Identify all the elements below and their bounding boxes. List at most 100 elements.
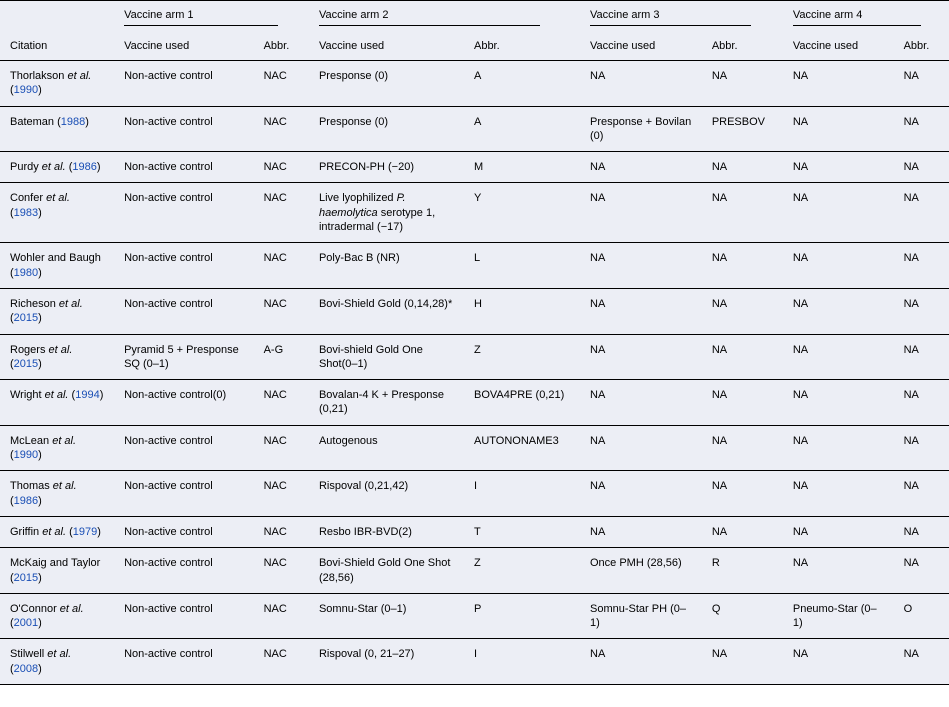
- citation-year-link[interactable]: 1990: [14, 449, 38, 461]
- citation-year-link[interactable]: 2015: [14, 572, 38, 584]
- abbr-4: NA: [894, 61, 949, 107]
- abbr-3: PRESBOV: [702, 106, 783, 152]
- abbr-1: NAC: [254, 425, 309, 471]
- citation-year-link[interactable]: 1990: [14, 84, 38, 96]
- citation-year-link[interactable]: 2008: [14, 663, 38, 675]
- header-group-4: Vaccine arm 4: [783, 1, 949, 35]
- vaccine-used-4: NA: [783, 639, 894, 685]
- abbr-1: A-G: [254, 334, 309, 380]
- table-row: McKaig and Taylor (2015)Non-active contr…: [0, 548, 949, 594]
- citation-etal: et al.: [67, 70, 91, 82]
- vaccine-used-3: NA: [580, 380, 702, 426]
- vaccine-used-3: NA: [580, 152, 702, 183]
- vaccine-used-4: NA: [783, 243, 894, 289]
- vaccine-used-1: Non-active control: [114, 548, 254, 594]
- table-row: Griffin et al. (1979)Non-active controlN…: [0, 516, 949, 547]
- header-vu1: Vaccine used: [114, 34, 254, 61]
- table-row: Wright et al. (1994)Non-active control(0…: [0, 380, 949, 426]
- citation-cell: Stilwell et al. (2008): [0, 639, 114, 685]
- vaccine-used-4: NA: [783, 61, 894, 107]
- abbr-1: NAC: [254, 380, 309, 426]
- citation-year-link[interactable]: 2001: [14, 617, 38, 629]
- abbr-3: NA: [702, 639, 783, 685]
- header-vu3: Vaccine used: [580, 34, 702, 61]
- abbr-2: P: [464, 593, 580, 639]
- abbr-3: NA: [702, 183, 783, 243]
- vaccine-used-2: Bovalan-4 K + Presponse (0,21): [309, 380, 464, 426]
- citation-year-link[interactable]: 1979: [73, 526, 97, 538]
- vaccine-used-1: Non-active control: [114, 243, 254, 289]
- abbr-2: Z: [464, 334, 580, 380]
- abbr-3: NA: [702, 152, 783, 183]
- species-name: P. haemolytica: [319, 192, 406, 218]
- citation-year-link[interactable]: 2015: [14, 312, 38, 324]
- header-group-1: Vaccine arm 1: [114, 1, 309, 35]
- vaccine-used-2: Resbo IBR-BVD(2): [309, 516, 464, 547]
- vaccine-used-4: Pneumo-Star (0–1): [783, 593, 894, 639]
- abbr-3: NA: [702, 471, 783, 517]
- vaccine-used-1: Non-active control: [114, 106, 254, 152]
- vaccine-used-4: NA: [783, 183, 894, 243]
- abbr-3: NA: [702, 334, 783, 380]
- vaccine-used-1: Non-active control: [114, 471, 254, 517]
- vaccine-used-4: NA: [783, 288, 894, 334]
- citation-year-link[interactable]: 1980: [14, 267, 38, 279]
- table-row: Thorlakson et al. (1990)Non-active contr…: [0, 61, 949, 107]
- citation-cell: Wright et al. (1994): [0, 380, 114, 426]
- citation-etal: et al.: [42, 526, 66, 538]
- table-row: Richeson et al. (2015)Non-active control…: [0, 288, 949, 334]
- abbr-1: NAC: [254, 183, 309, 243]
- abbr-3: NA: [702, 516, 783, 547]
- citation-year-link[interactable]: 2015: [14, 358, 38, 370]
- vaccine-used-3: NA: [580, 425, 702, 471]
- header-vu4: Vaccine used: [783, 34, 894, 61]
- vaccine-used-4: NA: [783, 548, 894, 594]
- citation-year-link[interactable]: 1988: [61, 116, 85, 128]
- vaccine-used-1: Non-active control(0): [114, 380, 254, 426]
- table-row: Purdy et al. (1986)Non-active controlNAC…: [0, 152, 949, 183]
- table-row: Bateman (1988)Non-active controlNACPresp…: [0, 106, 949, 152]
- citation-cell: Wohler and Baugh (1980): [0, 243, 114, 289]
- header-abbr4: Abbr.: [894, 34, 949, 61]
- citation-year-link[interactable]: 1986: [72, 161, 96, 173]
- abbr-1: NAC: [254, 61, 309, 107]
- abbr-3: R: [702, 548, 783, 594]
- citation-etal: et al.: [49, 344, 73, 356]
- vaccine-used-2: Bovi-Shield Gold One Shot (28,56): [309, 548, 464, 594]
- vaccine-used-2: Presponse (0): [309, 61, 464, 107]
- table-row: Rogers et al. (2015)Pyramid 5 + Prespons…: [0, 334, 949, 380]
- vaccine-used-1: Non-active control: [114, 639, 254, 685]
- vaccine-used-3: NA: [580, 334, 702, 380]
- vaccine-used-4: NA: [783, 380, 894, 426]
- abbr-2: H: [464, 288, 580, 334]
- vaccine-used-3: NA: [580, 288, 702, 334]
- vaccine-used-4: NA: [783, 516, 894, 547]
- citation-etal: et al.: [47, 648, 71, 660]
- vaccine-used-4: NA: [783, 334, 894, 380]
- table-row: Thomas et al. (1986)Non-active control NA…: [0, 471, 949, 517]
- vaccine-used-2: Rispoval (0,21,42): [309, 471, 464, 517]
- abbr-2: BOVA4PRE (0,21): [464, 380, 580, 426]
- vaccine-used-2: Presponse (0): [309, 106, 464, 152]
- citation-etal: et al.: [60, 603, 84, 615]
- abbr-4: NA: [894, 471, 949, 517]
- abbr-4: NA: [894, 380, 949, 426]
- abbr-2: Y: [464, 183, 580, 243]
- abbr-3: Q: [702, 593, 783, 639]
- vaccine-used-3: Somnu-Star PH (0–1): [580, 593, 702, 639]
- vaccine-used-3: NA: [580, 471, 702, 517]
- citation-year-link[interactable]: 1983: [14, 207, 38, 219]
- vaccine-used-2: Rispoval (0, 21–27): [309, 639, 464, 685]
- abbr-1: NAC: [254, 106, 309, 152]
- header-vu2: Vaccine used: [309, 34, 464, 61]
- abbr-1: NAC: [254, 243, 309, 289]
- citation-etal: et al.: [59, 298, 83, 310]
- citation-cell: Griffin et al. (1979): [0, 516, 114, 547]
- citation-year-link[interactable]: 1986: [14, 495, 38, 507]
- abbr-4: NA: [894, 548, 949, 594]
- abbr-2: I: [464, 471, 580, 517]
- vaccine-used-2: Bovi-Shield Gold (0,14,28)*: [309, 288, 464, 334]
- vaccine-used-1: Non-active control: [114, 183, 254, 243]
- citation-year-link[interactable]: 1994: [75, 389, 99, 401]
- citation-cell: Thomas et al. (1986): [0, 471, 114, 517]
